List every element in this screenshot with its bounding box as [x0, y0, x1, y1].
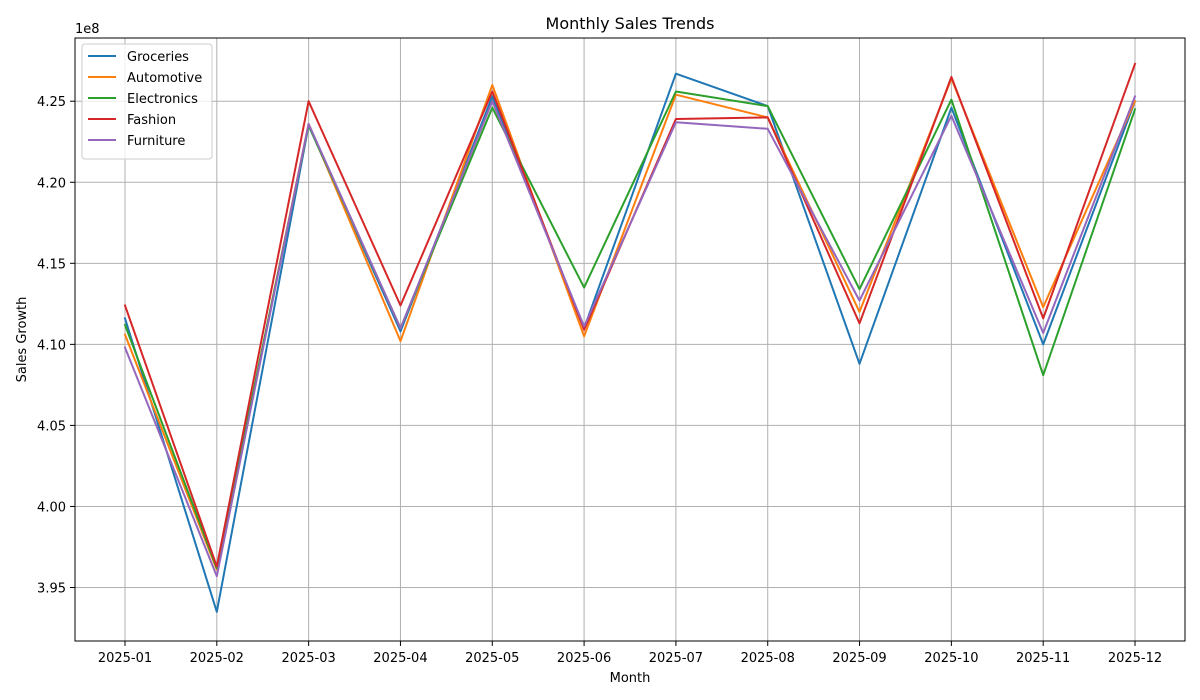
legend-label: Fashion — [127, 113, 176, 128]
x-tick-label: 2025-09 — [832, 651, 886, 666]
x-tick-label: 2025-07 — [649, 651, 703, 666]
legend-box — [81, 43, 213, 160]
series-line-furniture — [123, 95, 1137, 578]
axis-ticks: 2025-01 2025-02 2025-03 2025-04 2025-05 2025-… — [37, 95, 1162, 666]
series-line-groceries — [123, 72, 1137, 613]
legend: Groceries Automotive Electronics Fashion Fur… — [81, 43, 213, 160]
legend-label: Automotive — [127, 71, 202, 86]
x-tick-label: 2025-05 — [465, 651, 519, 666]
x-tick-label: 2025-03 — [281, 651, 335, 666]
legend-label: Furniture — [127, 134, 185, 149]
x-tick-label: 2025-01 — [98, 651, 152, 666]
y-tick-label: 4.15 — [37, 257, 66, 272]
y-tick-label: 4.00 — [37, 500, 66, 515]
y-axis-offset-label: 1e8 — [75, 22, 100, 37]
y-tick-label: 3.95 — [37, 582, 66, 597]
x-tick-label: 2025-10 — [924, 651, 978, 666]
x-tick-label: 2025-08 — [741, 651, 795, 666]
chart-title: Monthly Sales Trends — [546, 14, 715, 33]
legend-label: Electronics — [127, 92, 198, 107]
y-tick-label: 4.10 — [37, 338, 66, 353]
y-axis-label: Sales Growth — [15, 297, 30, 383]
x-tick-label: 2025-04 — [373, 651, 427, 666]
x-axis-label: Month — [610, 671, 651, 686]
x-tick-label: 2025-06 — [557, 651, 611, 666]
plot-area-frame — [74, 37, 1186, 642]
series-lines — [123, 62, 1137, 613]
x-tick-label: 2025-02 — [190, 651, 244, 666]
legend-label: Groceries — [127, 50, 189, 65]
y-tick-label: 4.25 — [37, 95, 66, 110]
series-line-automotive — [123, 77, 1137, 571]
series-line-fashion — [123, 62, 1137, 568]
y-tick-label: 4.05 — [37, 419, 66, 434]
y-tick-label: 4.20 — [37, 176, 66, 191]
x-tick-label: 2025-11 — [1016, 651, 1070, 666]
x-tick-label: 2025-12 — [1108, 651, 1162, 666]
grid-lines — [75, 38, 1185, 641]
